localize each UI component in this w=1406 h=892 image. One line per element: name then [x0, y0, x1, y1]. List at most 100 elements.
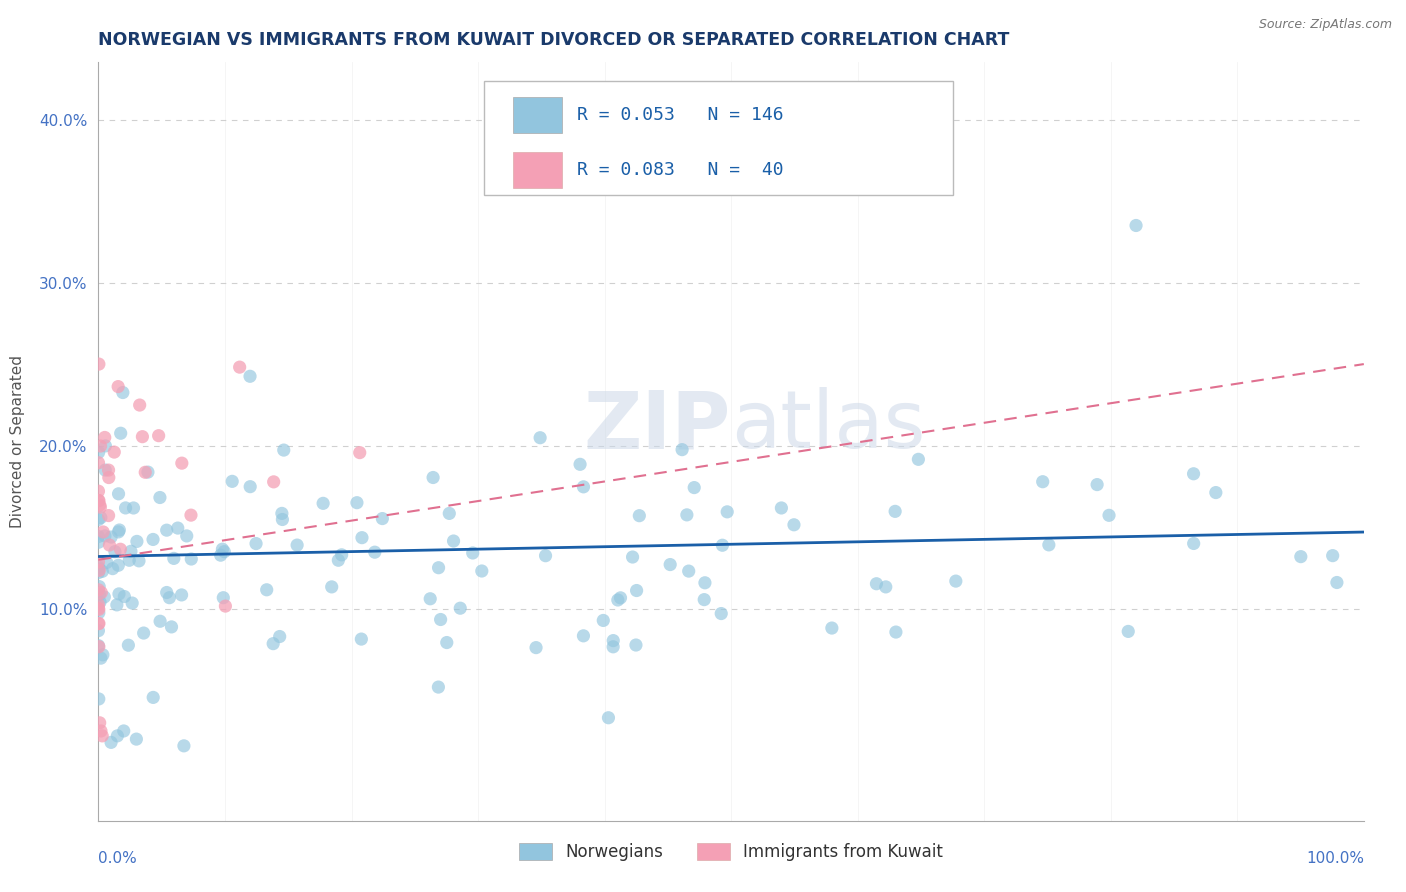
Point: [273, 443, 295, 458]
Point: [676, 508, 699, 522]
Point: [87, 484, 110, 499]
Point: [89, 588, 111, 602]
Point: [212, 591, 235, 605]
Point: [87, 560, 110, 574]
Point: [90, 510, 112, 524]
Bar: [513, 152, 561, 188]
Point: [134, 465, 156, 479]
Point: [180, 508, 202, 523]
Point: [693, 592, 716, 607]
Point: [422, 470, 444, 484]
Point: [602, 633, 624, 648]
Point: [97, 463, 120, 477]
Legend: Norwegians, Immigrants from Kuwait: Norwegians, Immigrants from Kuwait: [510, 834, 952, 869]
Point: [716, 505, 738, 519]
Point: [131, 430, 153, 444]
Point: [271, 512, 294, 526]
Point: [239, 369, 262, 384]
Point: [211, 542, 233, 557]
Point: [449, 601, 471, 615]
Point: [683, 481, 706, 495]
Point: [312, 496, 335, 510]
Point: [93, 590, 115, 604]
Point: [602, 640, 624, 654]
Point: [87, 456, 110, 470]
Y-axis label: Divorced or Separated: Divorced or Separated: [10, 355, 25, 528]
Point: [157, 591, 180, 605]
Bar: [513, 96, 561, 133]
Point: [93, 430, 117, 444]
Point: [91, 524, 114, 539]
Point: [214, 599, 236, 613]
Point: [87, 566, 110, 580]
Point: [87, 606, 110, 620]
Point: [148, 428, 170, 442]
Point: [1326, 575, 1348, 590]
Point: [101, 561, 124, 575]
Point: [624, 638, 647, 652]
Point: [89, 715, 111, 730]
Point: [720, 145, 742, 160]
Text: ZIP: ZIP: [583, 387, 731, 466]
Point: [104, 544, 127, 558]
Point: [693, 575, 716, 590]
Point: [621, 549, 644, 564]
Point: [884, 625, 907, 640]
Point: [96, 556, 118, 570]
Point: [110, 426, 132, 441]
Point: [364, 545, 387, 559]
Point: [87, 639, 110, 653]
Point: [436, 635, 458, 649]
Point: [350, 632, 373, 646]
Point: [346, 496, 368, 510]
Point: [176, 529, 198, 543]
Point: [1085, 477, 1108, 491]
Point: [136, 465, 159, 479]
Point: [90, 723, 112, 738]
Point: [166, 521, 188, 535]
Point: [371, 511, 394, 525]
Point: [471, 564, 494, 578]
Point: [107, 558, 129, 573]
Point: [128, 398, 150, 412]
Point: [529, 431, 551, 445]
Point: [628, 508, 651, 523]
Point: [90, 651, 112, 665]
Point: [149, 614, 172, 628]
Point: [87, 582, 110, 597]
Point: [100, 530, 122, 544]
Point: [125, 732, 148, 747]
Point: [671, 442, 693, 457]
Point: [1125, 219, 1147, 233]
Point: [534, 549, 557, 563]
Point: [170, 456, 193, 470]
Point: [114, 500, 136, 515]
Point: [87, 640, 110, 654]
Point: [1205, 485, 1227, 500]
Point: [875, 580, 897, 594]
Point: [884, 504, 907, 518]
Point: [107, 729, 129, 743]
Point: [419, 591, 441, 606]
Point: [94, 529, 117, 543]
Point: [1098, 508, 1121, 523]
Point: [209, 548, 232, 562]
Point: [121, 596, 143, 610]
Point: [91, 729, 114, 743]
Point: [94, 439, 117, 453]
Point: [945, 574, 967, 588]
FancyBboxPatch shape: [484, 81, 953, 195]
Point: [907, 452, 929, 467]
Point: [524, 640, 547, 655]
Point: [821, 621, 844, 635]
Point: [108, 523, 131, 537]
Point: [606, 593, 628, 607]
Point: [163, 551, 186, 566]
Point: [105, 598, 128, 612]
Point: [111, 385, 134, 400]
Point: [87, 493, 110, 508]
Point: [626, 583, 648, 598]
Point: [132, 626, 155, 640]
Text: atlas: atlas: [731, 387, 925, 466]
Point: [107, 379, 129, 393]
